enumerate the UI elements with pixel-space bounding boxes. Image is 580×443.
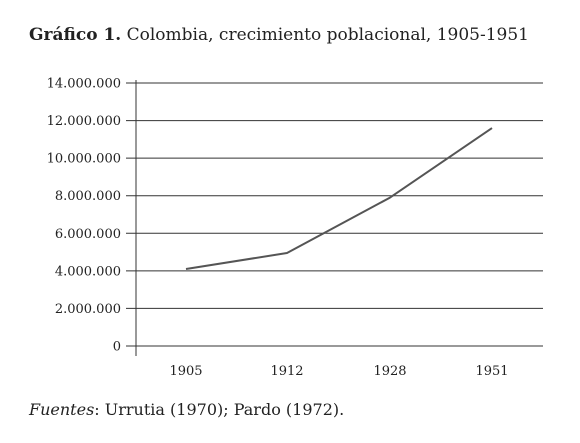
gridlines — [126, 82, 543, 347]
chart-source: Fuentes: Urrutia (1970); Pardo (1972). — [29, 400, 344, 419]
y-tick-label: 12.000.000 — [47, 114, 121, 129]
chart-title-text: Colombia, crecimiento poblacional, 1905-… — [126, 25, 529, 45]
y-tick-labels: 0 2.000.000 4.000.000 6.000.000 8.000.000 10.… — [47, 77, 121, 355]
chart-title-number: Gráfico 1. — [29, 25, 122, 45]
y-tick-label: 6.000.000 — [55, 227, 121, 242]
x-tick-label: 1912 — [270, 364, 303, 379]
y-tick-label: 10.000.000 — [47, 152, 121, 167]
chart-title: Gráfico 1. Colombia, crecimiento poblaci… — [29, 25, 529, 45]
y-tick-label: 14.000.000 — [47, 77, 121, 92]
x-tick-label: 1951 — [475, 364, 508, 379]
y-tick-label: 2.000.000 — [55, 302, 121, 317]
source-text: : Urrutia (1970); Pardo (1972). — [94, 400, 345, 419]
source-label: Fuentes — [29, 400, 95, 419]
y-tick-label: 4.000.000 — [55, 264, 121, 279]
x-tick-labels: 1905 1912 1928 1951 — [169, 364, 508, 379]
x-tick-label: 1928 — [373, 364, 406, 379]
series-line — [185, 127, 493, 270]
series-group — [185, 127, 493, 270]
x-tick-label: 1905 — [169, 364, 202, 379]
y-tick-label: 0 — [113, 340, 121, 355]
y-tick-label: 8.000.000 — [55, 189, 121, 204]
